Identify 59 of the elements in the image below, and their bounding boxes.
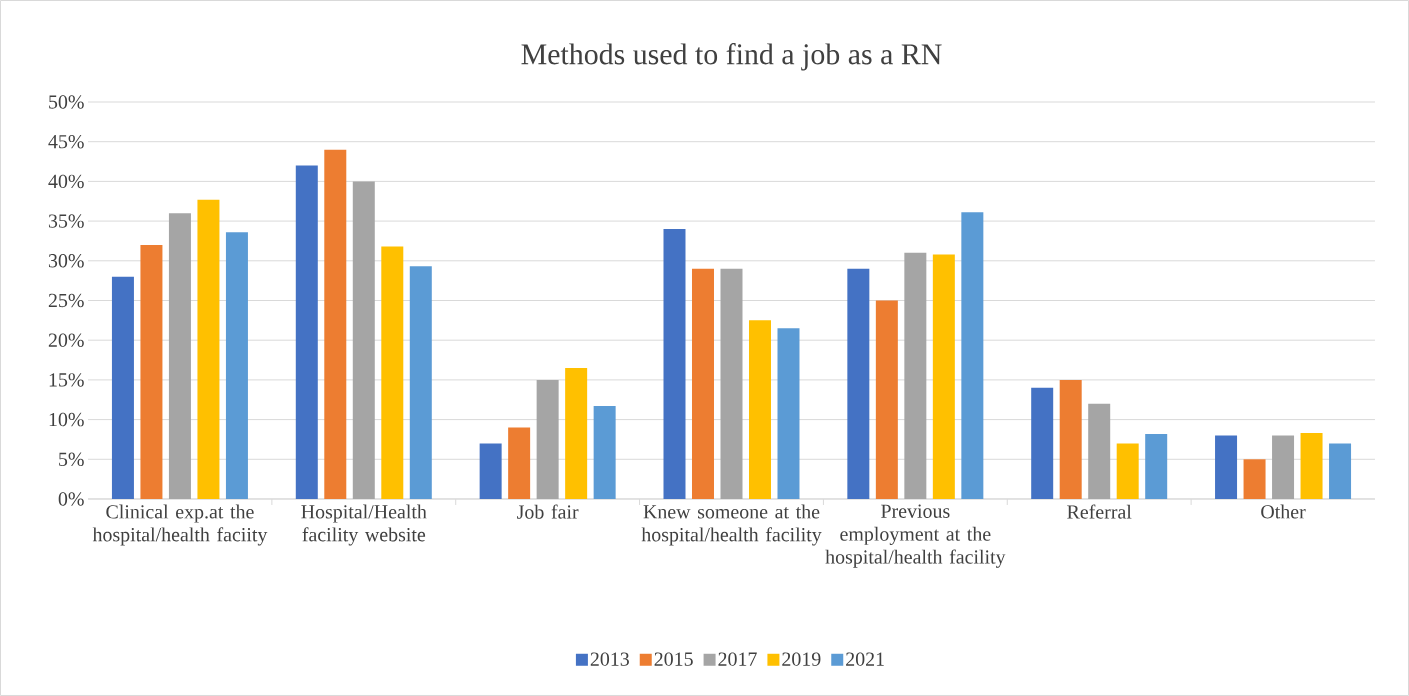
x-tick-label: Job fair	[517, 504, 579, 519]
bar	[1272, 435, 1295, 499]
bar	[663, 229, 686, 499]
y-tick-label: 35%	[48, 214, 84, 228]
bar	[691, 268, 714, 499]
bar	[140, 244, 163, 499]
bar	[197, 199, 220, 499]
bar	[1329, 443, 1352, 499]
bar	[720, 268, 743, 499]
x-tick-label: Referral	[1067, 504, 1132, 519]
bar	[1088, 403, 1111, 499]
bar	[168, 213, 191, 499]
bar	[1300, 433, 1323, 499]
bar	[847, 268, 870, 499]
legend-label: 2019	[782, 652, 821, 666]
bar	[324, 149, 347, 499]
y-tick-label: 20%	[48, 333, 84, 347]
legend-label: 2013	[590, 652, 629, 666]
bar	[565, 367, 588, 499]
y-tick-label: 40%	[48, 174, 84, 189]
chart-title: Methods used to find a job as a RN	[521, 43, 942, 71]
bar	[295, 165, 318, 499]
bar	[904, 252, 927, 499]
bar	[508, 427, 531, 499]
bar	[1215, 435, 1238, 499]
legend-label: 2021	[846, 652, 884, 666]
bar	[352, 181, 375, 499]
bar	[111, 276, 134, 499]
y-tick-label: 50%	[49, 95, 84, 109]
bar	[536, 379, 559, 499]
y-tick-label: 30%	[48, 254, 84, 268]
legend-label: 2017	[718, 652, 757, 666]
y-tick-label: 0%	[58, 492, 84, 506]
bar	[479, 443, 502, 499]
bar	[381, 246, 404, 499]
bar	[409, 266, 432, 499]
legend-label: 2015	[654, 652, 693, 666]
bar	[777, 328, 800, 499]
bar	[593, 406, 616, 499]
y-tick-label: 25%	[48, 293, 84, 308]
x-tick-label: Knew someone at the hospital/health facility	[641, 504, 822, 546]
bar	[1243, 459, 1266, 499]
y-tick-label: 15%	[49, 373, 84, 387]
y-tick-label: 10%	[49, 412, 84, 427]
bar	[875, 300, 898, 499]
bar	[1145, 433, 1168, 499]
bar	[961, 212, 984, 499]
bar	[1031, 387, 1054, 499]
y-tick-label: 5%	[59, 452, 84, 467]
x-tick-label: Clinical exp.at the hospital/health faciity	[92, 504, 268, 546]
bar	[932, 254, 955, 499]
x-tick-label: Previous employment at the hospital/health facility	[825, 504, 1006, 568]
bar	[1116, 443, 1139, 499]
bar	[748, 320, 771, 499]
bar	[225, 232, 248, 499]
bar	[1059, 379, 1082, 499]
y-tick-label: 45%	[48, 134, 84, 149]
x-tick-label: Hospital/Health facility website	[301, 504, 427, 546]
x-tick-label: Other	[1261, 504, 1306, 519]
